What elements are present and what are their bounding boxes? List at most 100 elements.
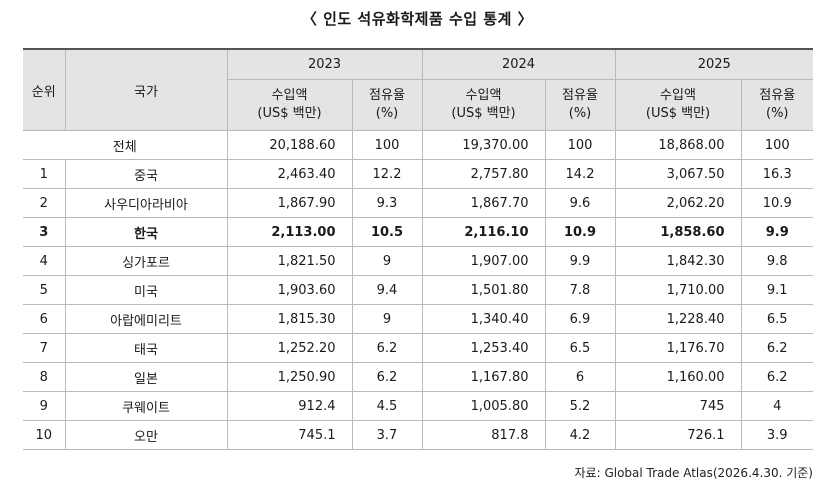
import-amount-cell: 3,067.50 [615,159,742,189]
rank-cell: 10 [23,420,66,450]
header-import-amount: 수입액 (US$ 백만) [422,79,546,131]
header-share: 점유율 (%) [352,79,423,131]
table-title: 〈 인도 석유화학제품 수입 통계 〉 [301,10,534,28]
rank-cell: 4 [23,246,66,276]
share-cell: 100 [741,130,813,160]
header-year-2024: 2024 [422,49,616,80]
rank-cell: 1 [23,159,66,189]
import-amount-cell: 1,252.20 [227,333,353,363]
table-row: 7 태국 1,252.20 6.2 1,253.40 6.5 1,176.70 6.2 [23,333,813,363]
import-amount-cell: 1,907.00 [422,246,546,276]
source-note: 자료: Global Trade Atlas(2026.4.30. 기준) [574,466,814,480]
share-cell: 9.3 [352,188,423,218]
import-amount-cell: 912.4 [227,391,353,421]
import-amount-cell: 1,815.30 [227,304,353,334]
share-cell: 6 [545,362,616,392]
header-country: 국가 [65,49,228,131]
share-cell: 9.9 [741,217,813,247]
rank-cell: 6 [23,304,66,334]
share-cell: 10.9 [741,188,813,218]
import-amount-cell: 1,821.50 [227,246,353,276]
share-unit: (%) [375,106,399,121]
import-amount-cell: 1,253.40 [422,333,546,363]
share-cell: 3.9 [741,420,813,450]
table-row: 6 아랍에미리트 1,815.30 9 1,340.40 6.9 1,228.40 6.5 [23,304,813,334]
import-amount-cell: 1,858.60 [615,217,742,247]
country-cell: 오만 [65,420,228,450]
share-unit: (%) [568,106,592,121]
total-row: 전체 20,188.60 100 19,370.00 100 18,868.00 100 [23,130,813,160]
import-amount-cell: 726.1 [615,420,742,450]
rank-cell: 8 [23,362,66,392]
import-amount-cell: 1,160.00 [615,362,742,392]
rank-cell: 9 [23,391,66,421]
share-cell: 4 [741,391,813,421]
share-cell: 10.5 [352,217,423,247]
share-cell: 9.1 [741,275,813,305]
share-unit: (%) [766,106,789,121]
share-cell: 6.2 [741,362,813,392]
country-cell: 아랍에미리트 [65,304,228,334]
import-amount-cell: 1,167.80 [422,362,546,392]
country-cell: 쿠웨이트 [65,391,228,421]
import-amount-cell: 1,005.80 [422,391,546,421]
import-amount-cell: 745.1 [227,420,353,450]
share-cell: 100 [545,130,616,160]
import-amount-cell: 2,062.20 [615,188,742,218]
header-rank: 순위 [23,49,66,131]
import-amount-cell: 1,250.90 [227,362,353,392]
import-amount-cell: 2,463.40 [227,159,353,189]
share-cell: 9.4 [352,275,423,305]
rank-cell: 7 [23,333,66,363]
import-label: 수입액 [271,88,308,103]
import-amount-cell: 745 [615,391,742,421]
import-amount-cell: 1,710.00 [615,275,742,305]
import-amount-cell: 1,501.80 [422,275,546,305]
country-cell: 사우디아라비아 [65,188,228,218]
import-amount-cell: 817.8 [422,420,546,450]
share-cell: 6.5 [545,333,616,363]
country-cell: 중국 [65,159,228,189]
share-cell: 7.8 [545,275,616,305]
table-row: 4 싱가포르 1,821.50 9 1,907.00 9.9 1,842.30 9.8 [23,246,813,276]
table-row: 8 일본 1,250.90 6.2 1,167.80 6 1,160.00 6.2 [23,362,813,392]
header-share: 점유율 (%) [741,79,813,131]
country-cell: 한국 [65,217,228,247]
import-label: 수입액 [465,88,502,103]
country-cell: 싱가포르 [65,246,228,276]
header-share: 점유율 (%) [545,79,616,131]
share-cell: 9.8 [741,246,813,276]
share-cell: 100 [352,130,423,160]
share-label: 점유율 [759,88,796,103]
header-import-amount: 수입액 (US$ 백만) [615,79,742,131]
share-cell: 16.3 [741,159,813,189]
table-row: 9 쿠웨이트 912.4 4.5 1,005.80 5.2 745 4 [23,391,813,421]
country-cell: 태국 [65,333,228,363]
import-stats-table: 순위 국가 2023 2024 2025 수입액 (US$ 백만) 점유율 (%) 수입… [23,48,813,450]
share-cell: 14.2 [545,159,616,189]
header-import-amount: 수입액 (US$ 백만) [227,79,353,131]
import-amount-cell: 1,842.30 [615,246,742,276]
import-amount-cell: 18,868.00 [615,130,742,160]
share-cell: 9 [352,304,423,334]
import-amount-cell: 1,867.90 [227,188,353,218]
import-amount-cell: 1,867.70 [422,188,546,218]
share-cell: 9 [352,246,423,276]
table-row: 1 중국 2,463.40 12.2 2,757.80 14.2 3,067.50 16.3 [23,159,813,189]
import-amount-cell: 1,176.70 [615,333,742,363]
import-amount-cell: 1,903.60 [227,275,353,305]
share-cell: 12.2 [352,159,423,189]
share-cell: 10.9 [545,217,616,247]
import-amount-cell: 1,340.40 [422,304,546,334]
share-cell: 5.2 [545,391,616,421]
header-year-2025: 2025 [615,49,813,80]
import-amount-cell: 1,228.40 [615,304,742,334]
table-row: 5 미국 1,903.60 9.4 1,501.80 7.8 1,710.00 9.1 [23,275,813,305]
import-unit: (US$ 백만) [257,106,322,121]
share-cell: 6.2 [352,362,423,392]
table-row: 2 사우디아라비아 1,867.90 9.3 1,867.70 9.6 2,062.20 10… [23,188,813,218]
share-cell: 9.9 [545,246,616,276]
share-cell: 6.9 [545,304,616,334]
share-cell: 4.5 [352,391,423,421]
header-year-2023: 2023 [227,49,423,80]
